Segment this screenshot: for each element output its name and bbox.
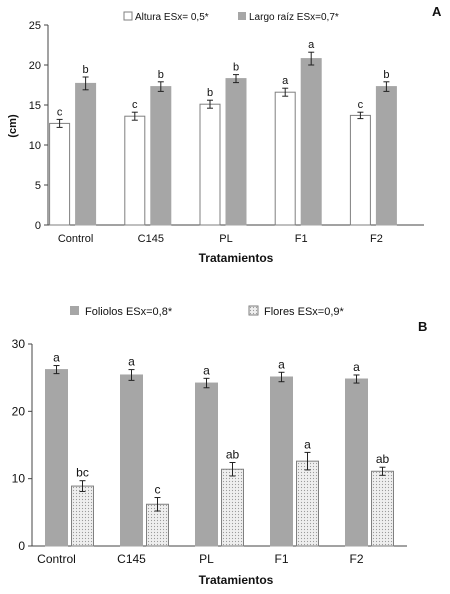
- bar-control-flores: [71, 485, 94, 547]
- bar-f1-largo: [300, 58, 322, 226]
- y-tick-label: 10: [29, 140, 41, 152]
- panel-b-plot-area: 0 10 20 30 Control a bc C145 a c PL a ab F1 a a F2 a ab: [12, 337, 407, 566]
- significance-letter: c: [358, 99, 364, 111]
- significance-letter: c: [132, 99, 138, 111]
- significance-letter: b: [158, 69, 164, 81]
- significance-letter: a: [308, 39, 315, 51]
- significance-letter: b: [83, 64, 89, 76]
- x-tick-label-f2: F2: [370, 233, 383, 245]
- bar-f1-foliolos: [270, 376, 293, 547]
- y-tick-label: 30: [12, 337, 26, 351]
- y-tick-label: 20: [12, 404, 26, 418]
- significance-letter: b: [207, 87, 213, 99]
- legend-swatch-largo-raiz: [238, 12, 246, 20]
- panel-a-legend: Altura ESx= 0,5* Largo raíz ESx=0,7*: [123, 11, 339, 23]
- x-tick-label-f1: F1: [274, 552, 288, 566]
- y-tick-label: 15: [29, 100, 41, 112]
- panel-a-plot-area: 0 5 10 15 20 25 Control c b C145 c b PL b b F1 a a F2 c b: [29, 20, 424, 245]
- significance-letter: bc: [76, 466, 89, 480]
- significance-letter: a: [304, 437, 311, 451]
- significance-letter: c: [155, 483, 161, 497]
- legend-swatch-flores: [248, 305, 259, 316]
- bar-c145-foliolos: [120, 374, 143, 547]
- bar-f2-altura: [349, 114, 371, 226]
- y-tick-label: 5: [35, 180, 41, 192]
- bar-control-foliolos: [45, 369, 68, 547]
- x-tick-label-f2: F2: [349, 552, 363, 566]
- significance-letter: b: [383, 69, 389, 81]
- y-tick-label: 0: [18, 539, 25, 553]
- legend-swatch-altura: [123, 11, 133, 21]
- significance-letter: b: [233, 62, 239, 74]
- significance-letter: ab: [226, 448, 240, 462]
- bar-control-altura: [49, 122, 71, 226]
- bar-f2-flores: [371, 470, 394, 547]
- bar-pl-flores: [221, 468, 244, 547]
- significance-letter: ab: [376, 452, 390, 466]
- panel-a-chart: A Altura ESx= 0,5* Largo raíz ESx=0,7* (…: [7, 4, 442, 265]
- panel-b-chart: B Foliolos ESx=0,8* Flores ESx=0,9* Trat…: [12, 305, 427, 587]
- y-tick-label: 25: [29, 20, 41, 32]
- x-tick-label-c145: C145: [117, 552, 146, 566]
- significance-letter: a: [278, 357, 285, 371]
- significance-letter: a: [53, 351, 60, 365]
- bar-c145-altura: [124, 115, 146, 226]
- bar-f2-largo: [375, 86, 397, 226]
- legend-label-flores: Flores ESx=0,9*: [264, 306, 345, 318]
- significance-letter: a: [353, 360, 360, 374]
- bar-f1-flores: [296, 460, 319, 547]
- y-tick-label: 20: [29, 60, 41, 72]
- panel-a-label: A: [432, 4, 442, 19]
- bar-pl-foliolos: [195, 382, 218, 547]
- x-tick-label-c145: C145: [138, 233, 164, 245]
- panel-b-label: B: [418, 319, 427, 334]
- x-tick-label-f1: F1: [295, 233, 308, 245]
- legend-label-foliolos: Foliolos ESx=0,8*: [85, 306, 173, 318]
- significance-letter: a: [128, 355, 135, 369]
- x-tick-label-pl: PL: [199, 552, 214, 566]
- bar-control-largo: [75, 82, 97, 226]
- x-tick-label-pl: PL: [219, 233, 232, 245]
- panel-b-x-axis-title: Tratamientos: [199, 573, 274, 587]
- bar-pl-largo: [225, 78, 247, 226]
- panel-a-y-axis-title: (cm): [7, 114, 19, 138]
- bar-pl-altura: [199, 103, 221, 226]
- y-tick-label: 10: [12, 472, 26, 486]
- legend-label-altura: Altura ESx= 0,5*: [135, 12, 209, 23]
- bar-f2-foliolos: [345, 378, 368, 547]
- panel-a-x-axis-title: Tratamientos: [199, 251, 274, 265]
- significance-letter: c: [57, 106, 63, 118]
- legend-label-largo-raiz: Largo raíz ESx=0,7*: [249, 12, 339, 23]
- legend-swatch-foliolos: [70, 306, 79, 315]
- bar-f1-altura: [274, 91, 296, 226]
- x-tick-label-control: Control: [58, 233, 93, 245]
- x-tick-label-control: Control: [37, 552, 76, 566]
- panel-b-legend: Foliolos ESx=0,8* Flores ESx=0,9*: [70, 305, 345, 318]
- bar-c145-largo: [150, 86, 172, 226]
- y-tick-label: 0: [35, 220, 41, 232]
- significance-letter: a: [203, 363, 210, 377]
- significance-letter: a: [282, 75, 289, 87]
